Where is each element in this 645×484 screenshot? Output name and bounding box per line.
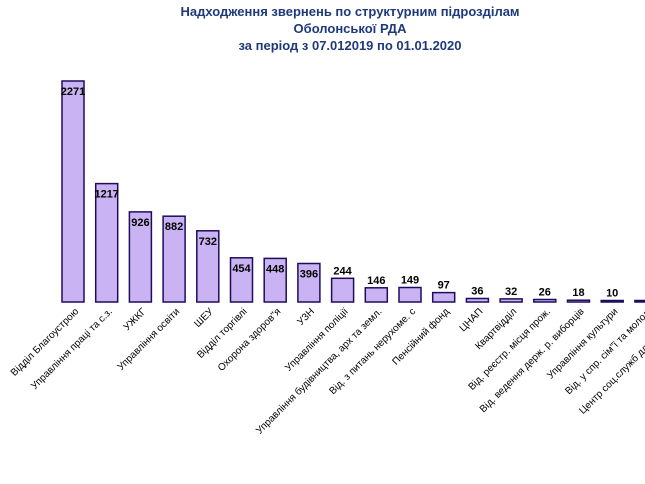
value-label-16: 18: [572, 287, 584, 299]
value-label-17: 10: [606, 288, 618, 300]
chart-title-line-1: Надходження звернень по структурним підр…: [180, 4, 520, 36]
category-label-9: Управління поліції: [283, 306, 351, 374]
value-label-6: 454: [232, 263, 251, 275]
bar-10: [364, 287, 389, 303]
bar-11: [398, 286, 422, 303]
value-label-2: 1217: [94, 189, 118, 201]
value-label-12: 97: [438, 280, 450, 292]
bar-14: [499, 298, 523, 303]
value-label-8: 396: [300, 269, 318, 281]
bar-16: [566, 299, 591, 303]
value-label-4: 882: [165, 221, 183, 233]
category-label-3: УЖКГ: [122, 306, 149, 333]
bar-1: [61, 80, 85, 303]
value-label-7: 448: [266, 263, 284, 275]
category-label-13: ЦНАП: [458, 306, 486, 334]
value-label-15: 26: [539, 287, 551, 299]
value-label-13: 36: [471, 286, 483, 298]
value-label-10: 146: [367, 275, 385, 287]
value-label-9: 244: [333, 265, 352, 277]
value-label-14: 32: [505, 286, 517, 298]
bar-3: [128, 211, 153, 303]
bar-6: [229, 257, 254, 303]
category-label-7: Охорона здоров"я: [216, 306, 283, 373]
category-label-5: ШЕУ: [192, 306, 216, 330]
value-labels-group: 2271 1217 926 882 732 454 448 396 244 146 149 97 36 3…: [61, 86, 619, 300]
chart-title: Надходження звернень по структурним підр…: [0, 3, 645, 54]
value-label-11: 149: [401, 275, 419, 287]
bar-13: [465, 297, 490, 303]
chart-title-line-2: за період з 07.012019 по 01.01.2020: [238, 38, 462, 53]
category-label-12: Пенсійний фонд: [390, 306, 452, 368]
category-label-4: Управління освіти: [116, 306, 183, 373]
value-label-1: 2271: [61, 86, 85, 98]
bar-8: [297, 262, 321, 303]
bar-4: [162, 215, 186, 303]
bar-7: [263, 257, 287, 303]
bar-12: [431, 291, 456, 303]
category-label-10: Управління будівництва, арх та земл.: [253, 306, 384, 437]
bar-5: [196, 230, 220, 303]
value-label-3: 926: [131, 217, 149, 229]
bar-18: [634, 299, 645, 303]
bar-17: [600, 299, 624, 303]
bar-2: [94, 182, 119, 303]
bar-9: [330, 277, 355, 303]
bars-group: [61, 80, 645, 303]
category-label-8: УЗН: [296, 306, 318, 328]
value-label-5: 732: [199, 236, 217, 248]
bar-15: [533, 298, 557, 303]
